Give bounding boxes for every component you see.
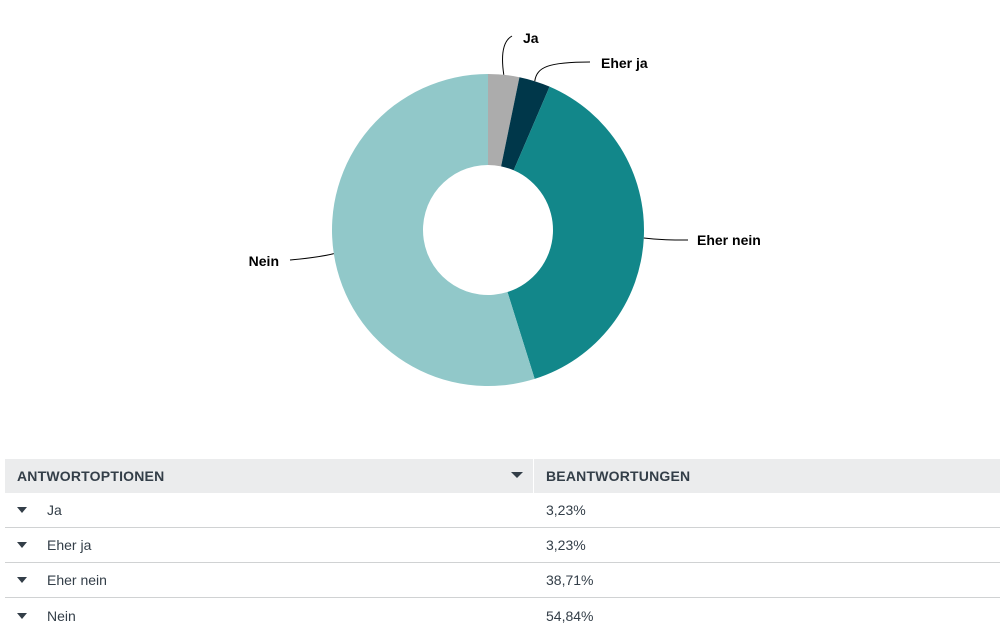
column-header-responses: BEANTWORTUNGEN [534,459,1000,493]
option-cell: Eher nein [5,572,534,588]
response-value: 3,23% [546,502,586,518]
expand-caret-icon[interactable] [17,507,27,513]
expand-caret-icon[interactable] [17,612,27,619]
donut-chart-svg: Ja Eher ja Eher nein Nein [249,30,761,387]
expand-caret-icon[interactable] [17,542,27,548]
sort-caret-icon[interactable] [511,472,523,478]
column-header-responses-label: BEANTWORTUNGEN [546,468,691,484]
option-label: Ja [47,502,62,518]
donut-slice-ja[interactable] [488,74,520,167]
option-label: Eher ja [47,537,92,553]
option-label: Eher nein [47,572,107,588]
leader-line [534,61,591,82]
table-row: Ja 3,23% [5,493,1000,528]
option-label: Nein [47,607,76,624]
response-value: 38,71% [546,572,594,588]
table-row: Eher nein 38,71% [5,563,1000,598]
response-value: 54,84% [546,607,594,624]
donut-slice-eher-ja[interactable] [501,77,550,171]
table-row: Nein 54,84% [5,598,1000,633]
slice-label-ja: Ja [523,30,539,46]
table-row: Eher ja 3,23% [5,528,1000,563]
slice-label-eher-nein: Eher nein [697,232,761,248]
option-cell: Nein [5,608,534,624]
slice-label-eher-ja: Eher ja [601,55,648,71]
option-cell: Eher ja [5,537,534,553]
leader-line [502,35,513,75]
donut-slice-nein[interactable] [332,74,535,387]
leader-line [289,253,334,261]
donut-slice-eher-nein[interactable] [507,86,644,379]
table-header: ANTWORTOPTIONEN BEANTWORTUNGEN [5,459,1000,493]
expand-caret-icon[interactable] [17,577,27,583]
column-header-options-label: ANTWORTOPTIONEN [17,468,165,484]
slice-label-nein: Nein [249,253,279,269]
leader-line [643,237,689,241]
column-header-options[interactable]: ANTWORTOPTIONEN [5,459,534,493]
donut-chart: Ja Eher ja Eher nein Nein [249,30,761,387]
response-value: 3,23% [546,537,586,553]
option-cell: Ja [5,502,534,518]
responses-table: ANTWORTOPTIONEN BEANTWORTUNGEN Ja 3,23% … [5,459,1000,633]
